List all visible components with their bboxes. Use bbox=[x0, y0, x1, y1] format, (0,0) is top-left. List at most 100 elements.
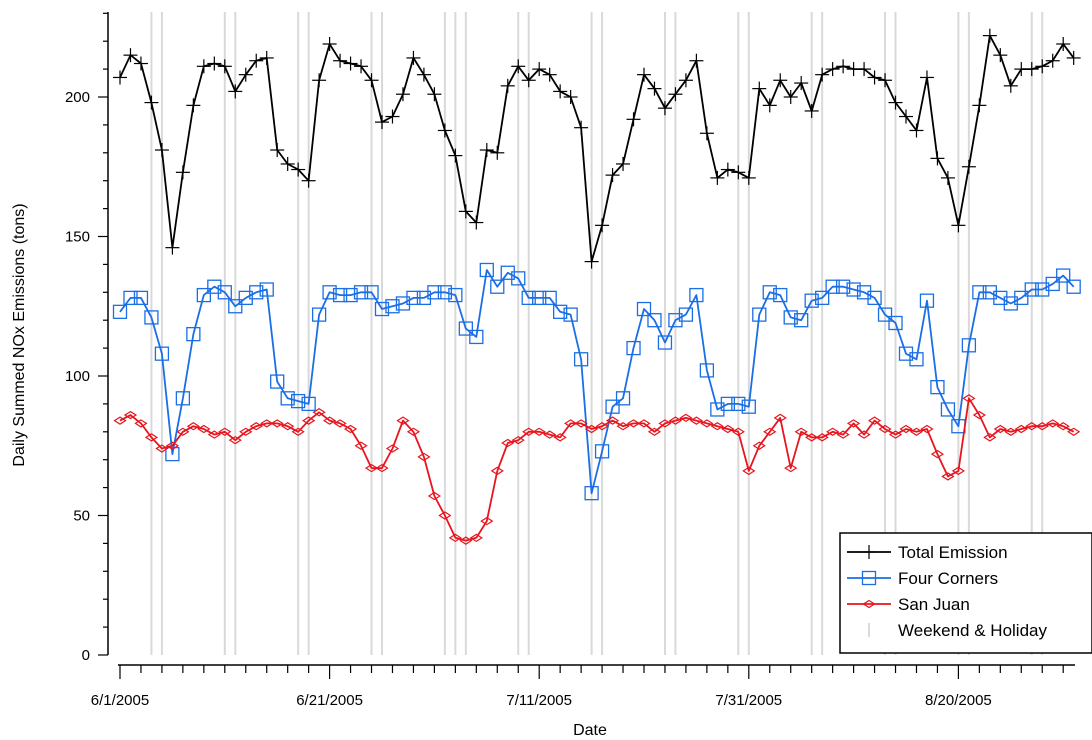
data-point-san-juan bbox=[302, 416, 316, 425]
data-point-total-emission bbox=[731, 165, 746, 180]
data-point-total-emission bbox=[207, 56, 222, 71]
data-point-san-juan bbox=[616, 422, 630, 431]
data-point-four-corners bbox=[532, 290, 547, 306]
axes bbox=[107, 12, 1075, 666]
data-point-four-corners bbox=[133, 290, 149, 306]
data-point-total-emission bbox=[406, 50, 421, 65]
data-point-four-corners bbox=[773, 287, 788, 303]
data-point-total-emission bbox=[804, 103, 819, 118]
data-point-san-juan bbox=[1046, 419, 1060, 428]
data-point-san-juan bbox=[165, 441, 180, 450]
data-point-four-corners bbox=[353, 285, 369, 300]
data-point-san-juan bbox=[322, 416, 337, 425]
data-point-total-emission bbox=[333, 53, 348, 68]
data-point-san-juan bbox=[784, 463, 798, 473]
data-point-four-corners bbox=[1056, 268, 1071, 283]
data-point-san-juan bbox=[438, 511, 452, 520]
data-point-four-corners bbox=[165, 446, 180, 462]
data-point-four-corners bbox=[1024, 282, 1039, 297]
data-point-four-corners bbox=[259, 282, 274, 297]
series-four-corners bbox=[112, 262, 1081, 501]
data-point-total-emission bbox=[584, 254, 599, 269]
data-point-san-juan bbox=[543, 430, 557, 439]
data-point-san-juan bbox=[469, 533, 483, 543]
data-point-san-juan bbox=[595, 422, 609, 431]
data-point-san-juan bbox=[846, 419, 861, 428]
data-point-total-emission bbox=[637, 67, 651, 82]
data-point-san-juan bbox=[647, 427, 662, 437]
data-point-four-corners bbox=[647, 313, 662, 328]
data-point-total-emission bbox=[532, 62, 547, 77]
data-point-four-corners bbox=[395, 296, 411, 311]
data-point-san-juan bbox=[637, 419, 651, 428]
legend-swatch-marker bbox=[862, 599, 876, 609]
data-point-san-juan bbox=[721, 424, 735, 434]
data-point-total-emission bbox=[437, 123, 452, 138]
data-point-san-juan bbox=[459, 536, 473, 545]
data-point-total-emission bbox=[899, 109, 913, 124]
data-point-san-juan bbox=[689, 416, 704, 425]
data-point-san-juan bbox=[584, 424, 599, 434]
data-point-four-corners bbox=[427, 285, 442, 300]
data-point-four-corners bbox=[144, 310, 159, 325]
data-point-total-emission bbox=[144, 95, 159, 110]
data-point-total-emission bbox=[343, 56, 358, 71]
data-point-san-juan bbox=[197, 424, 211, 434]
data-point-four-corners bbox=[332, 287, 348, 303]
data-point-four-corners bbox=[909, 352, 924, 367]
data-point-four-corners bbox=[940, 402, 956, 417]
x-axis-label: Date bbox=[573, 722, 607, 739]
data-point-four-corners bbox=[877, 307, 893, 322]
legend-label: Total Emission bbox=[898, 543, 1008, 562]
legend-label: Weekend & Holiday bbox=[898, 621, 1047, 640]
data-point-san-juan bbox=[899, 424, 913, 434]
data-point-total-emission bbox=[123, 48, 138, 63]
legend-item-four-corners: Four Corners bbox=[847, 569, 998, 588]
data-point-four-corners bbox=[636, 301, 652, 317]
data-point-total-emission bbox=[867, 70, 882, 85]
data-point-san-juan bbox=[249, 422, 263, 431]
data-point-total-emission bbox=[553, 84, 568, 99]
data-point-four-corners bbox=[1014, 290, 1029, 306]
data-point-total-emission bbox=[458, 204, 473, 219]
data-point-four-corners bbox=[563, 307, 578, 322]
data-point-four-corners bbox=[437, 285, 453, 300]
data-point-total-emission bbox=[259, 50, 274, 65]
data-point-four-corners bbox=[584, 486, 599, 501]
data-point-total-emission bbox=[668, 87, 683, 102]
data-point-san-juan bbox=[605, 416, 620, 425]
legend-swatch-marker bbox=[862, 545, 876, 559]
data-point-san-juan bbox=[448, 533, 462, 543]
data-point-four-corners bbox=[731, 396, 746, 412]
data-point-san-juan bbox=[113, 416, 127, 425]
data-point-san-juan bbox=[312, 408, 326, 417]
legend-item-san-juan: San Juan bbox=[847, 595, 970, 614]
x-tick-label: 6/1/2005 bbox=[91, 692, 149, 709]
data-point-total-emission bbox=[1024, 62, 1039, 77]
data-point-san-juan bbox=[794, 427, 808, 437]
data-point-san-juan bbox=[668, 416, 683, 425]
data-point-san-juan bbox=[752, 441, 766, 450]
data-point-total-emission bbox=[951, 218, 966, 233]
data-point-four-corners bbox=[553, 304, 568, 319]
data-point-four-corners bbox=[888, 315, 903, 331]
data-point-four-corners bbox=[626, 340, 641, 356]
data-point-four-corners bbox=[783, 310, 798, 325]
x-tick-label: 6/21/2005 bbox=[296, 692, 363, 709]
data-point-san-juan bbox=[375, 463, 389, 473]
data-point-four-corners bbox=[699, 363, 715, 378]
data-point-san-juan bbox=[920, 424, 934, 434]
data-point-total-emission bbox=[165, 240, 180, 255]
data-point-four-corners bbox=[752, 307, 767, 322]
data-point-san-juan bbox=[993, 424, 1007, 434]
data-point-four-corners bbox=[605, 399, 620, 414]
data-point-four-corners bbox=[521, 290, 536, 306]
data-point-total-emission bbox=[647, 81, 662, 96]
data-point-san-juan bbox=[888, 430, 903, 439]
data-point-four-corners bbox=[689, 287, 704, 303]
series-total-emission bbox=[113, 28, 1081, 269]
data-point-four-corners bbox=[982, 285, 997, 300]
data-point-san-juan bbox=[679, 413, 693, 423]
data-point-four-corners bbox=[1066, 279, 1081, 294]
data-point-four-corners bbox=[720, 396, 735, 412]
